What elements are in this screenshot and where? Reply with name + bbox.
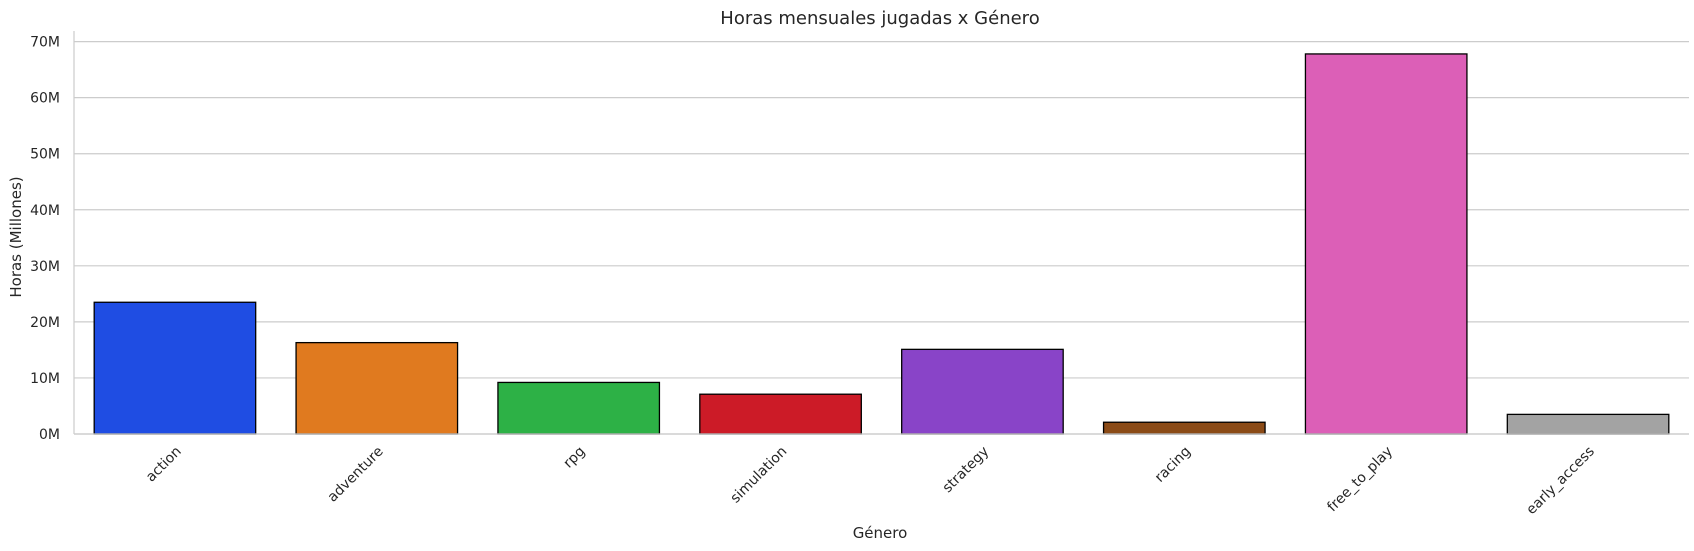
y-tick-label: 20M	[30, 315, 60, 331]
y-tick-label: 10M	[30, 371, 60, 387]
y-tick-label: 30M	[30, 259, 60, 275]
x-tick-label: action	[143, 444, 185, 486]
bar-early_access	[1506, 413, 1670, 435]
y-tick-label: 40M	[30, 203, 60, 219]
bar-adventure	[295, 341, 459, 435]
y-tick-label: 0M	[39, 427, 60, 443]
x-tick-label: simulation	[727, 444, 790, 507]
bar-simulation	[699, 393, 862, 435]
bars	[93, 53, 1670, 435]
bar-strategy	[901, 348, 1064, 435]
bar-action	[93, 301, 257, 435]
bar-racing	[1102, 421, 1266, 435]
x-axis-label: Género	[853, 524, 908, 542]
x-tick-label: strategy	[940, 444, 993, 497]
x-tick-label: early_access	[1523, 444, 1597, 518]
x-tick-label: free_to_play	[1324, 444, 1396, 516]
x-tick-label: racing	[1152, 444, 1194, 486]
y-tick-label: 50M	[30, 147, 60, 163]
y-axis-label: Horas (Millones)	[7, 176, 25, 297]
y-tick-label: 60M	[30, 91, 60, 107]
y-tick-label: 70M	[30, 35, 60, 51]
bar-free_to_play	[1304, 53, 1468, 435]
chart-title: Horas mensuales jugadas x Género	[720, 8, 1039, 29]
y-tick-labels: 0M 10M 20M 30M 40M 50M 60M 70M	[30, 35, 60, 443]
x-tick-label: adventure	[325, 444, 387, 506]
axes-spines	[73, 31, 1689, 435]
x-tick-labels: action adventure rpg simulation strategy raci…	[143, 444, 1598, 518]
bar-rpg	[497, 381, 661, 435]
x-tick-label: rpg	[561, 444, 589, 472]
